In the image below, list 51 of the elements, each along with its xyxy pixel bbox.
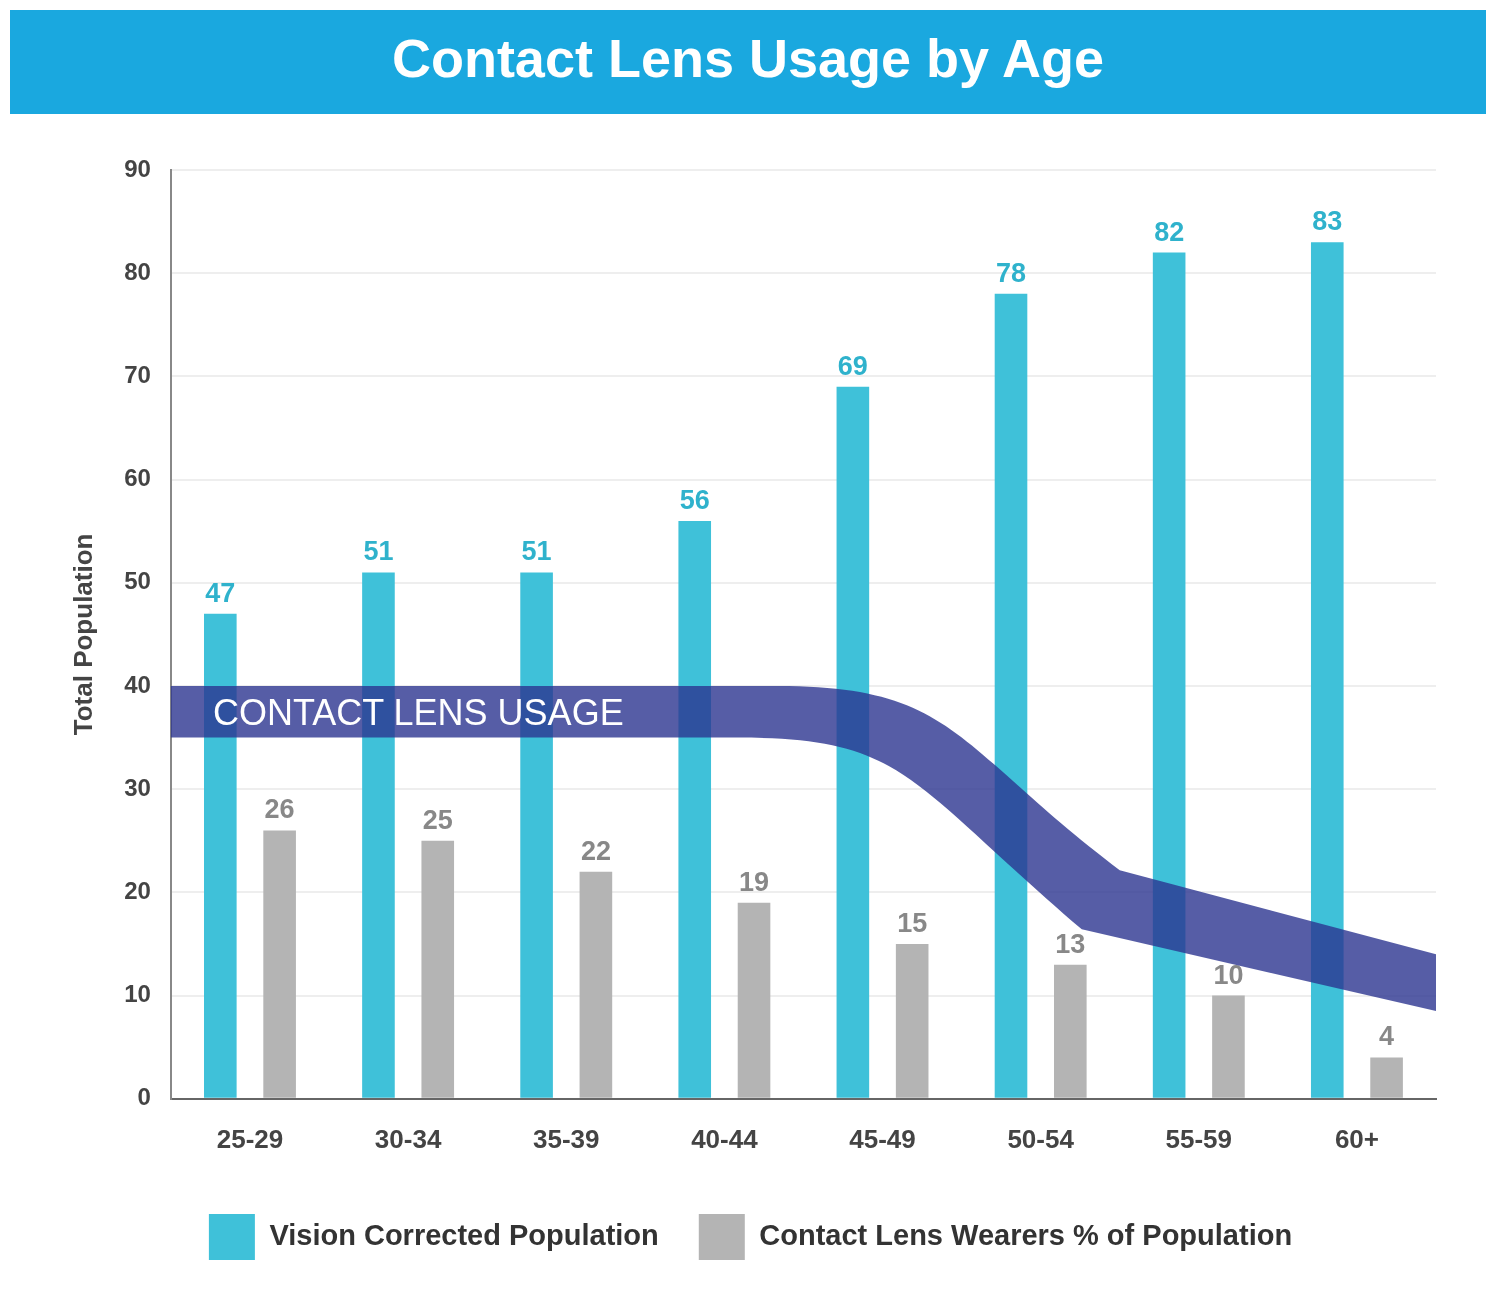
data-label: 26 — [264, 794, 295, 825]
x-tick-label: 40-44 — [691, 1123, 759, 1154]
annotation: CONTACT LENS USAGE — [212, 691, 624, 733]
data-label: 83 — [1312, 206, 1343, 237]
data-label: 4 — [1379, 1021, 1395, 1052]
data-label: 22 — [580, 835, 611, 866]
bar — [421, 840, 455, 1098]
x-tick-label: 25-29 — [216, 1123, 284, 1154]
bar — [895, 944, 929, 1098]
y-tick-label: 30 — [124, 773, 151, 801]
y-tick-label: 10 — [124, 980, 151, 1008]
bar — [1212, 995, 1245, 1098]
bar — [836, 386, 870, 1098]
y-tick-label: 90 — [124, 154, 151, 182]
data-label: 25 — [422, 804, 453, 835]
x-tick-label: 30-34 — [374, 1123, 442, 1154]
data-label: 19 — [739, 866, 770, 897]
x-tick-label: 35-39 — [532, 1123, 600, 1154]
data-label: 47 — [205, 577, 236, 608]
y-tick-label: 50 — [124, 567, 151, 595]
chart-title: Contact Lens Usage by Age — [10, 10, 1486, 114]
bar — [678, 520, 712, 1098]
legend-label: Contact Lens Wearers % of Population — [759, 1219, 1293, 1251]
data-label: 10 — [1213, 959, 1244, 990]
bar — [1054, 964, 1087, 1098]
y-tick-label: 70 — [124, 361, 151, 389]
data-label: 51 — [521, 536, 552, 567]
data-label: 51 — [363, 536, 394, 567]
x-tick-label: 50-54 — [1007, 1123, 1075, 1154]
legend-label: Vision Corrected Population — [269, 1219, 659, 1251]
bar — [579, 871, 613, 1098]
bar — [737, 902, 771, 1098]
x-tick-label: 45-49 — [849, 1123, 916, 1154]
y-tick-label: 20 — [124, 877, 151, 905]
data-label: 13 — [1055, 928, 1086, 959]
data-label: 56 — [679, 484, 710, 515]
bar — [1152, 252, 1186, 1098]
y-tick-label: 0 — [137, 1083, 151, 1111]
bar — [263, 830, 296, 1098]
data-label: 78 — [995, 257, 1027, 288]
x-tick-label: 55-59 — [1165, 1123, 1233, 1154]
x-tick-label: 60+ — [1334, 1123, 1379, 1154]
data-label: 82 — [1154, 216, 1185, 247]
bar — [1310, 242, 1344, 1098]
data-label: 69 — [837, 350, 868, 381]
y-tick-label: 80 — [124, 257, 151, 285]
y-tick-label: 40 — [124, 670, 151, 698]
y-tick-label: 60 — [124, 464, 151, 492]
bar — [1370, 1057, 1403, 1098]
data-label: 15 — [897, 907, 928, 938]
y-axis-title: Total Population — [67, 533, 98, 736]
